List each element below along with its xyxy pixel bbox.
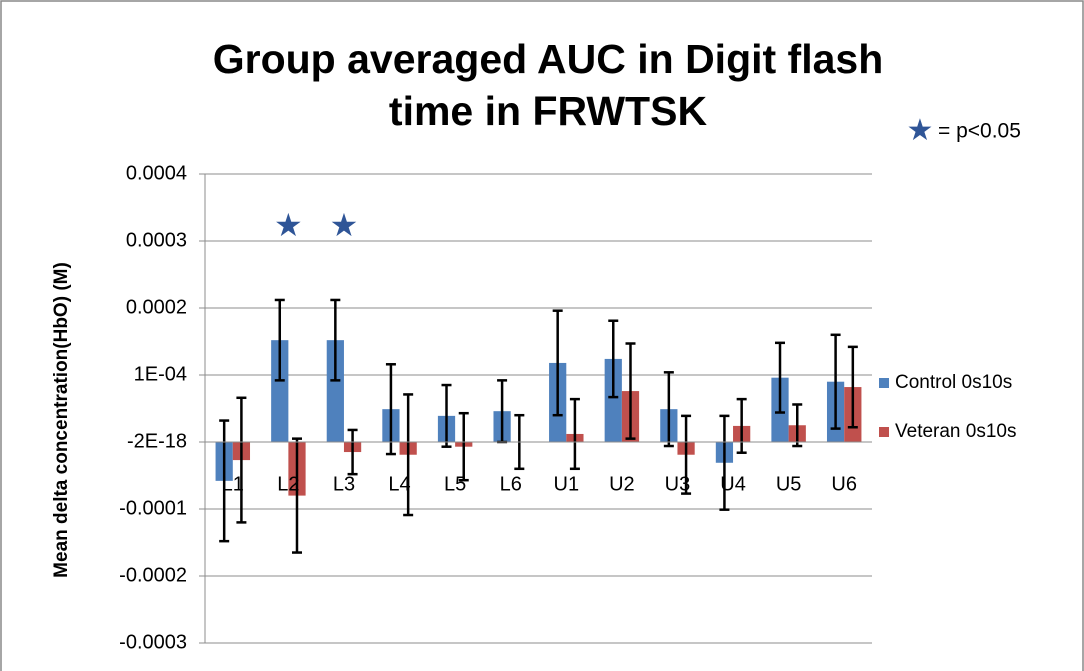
error-bar	[219, 419, 230, 543]
x-tick-label: U5	[776, 473, 802, 495]
significance-legend-star: ★	[907, 114, 934, 147]
error-bar	[274, 298, 285, 382]
error-bar	[552, 309, 563, 417]
x-tick-label: U1	[554, 473, 580, 495]
bar	[271, 340, 289, 442]
legend-swatch	[879, 378, 889, 388]
error-bar	[403, 393, 414, 517]
chart-title: Group averaged AUC in Digit flash time in…	[213, 36, 884, 134]
y-axis-label: Mean delta concentration(HbO) (M)	[51, 262, 72, 578]
y-tick-label: -2E-18	[127, 430, 187, 452]
error-bar	[847, 345, 858, 429]
error-bar	[719, 414, 730, 511]
x-tick-label: L5	[444, 473, 466, 495]
x-tick-label: U4	[720, 473, 746, 495]
error-bar	[830, 333, 841, 430]
y-tick-label: 0.0003	[126, 229, 187, 251]
error-bar	[236, 396, 247, 524]
error-bar	[347, 428, 358, 476]
y-tick-label: 0.0004	[126, 162, 187, 184]
bar	[604, 358, 622, 442]
x-tick-label: U2	[609, 473, 635, 495]
error-bar	[385, 363, 396, 456]
error-bar	[625, 342, 636, 440]
significance-star: ★	[274, 207, 303, 243]
y-tick-label: -0.0001	[119, 497, 187, 519]
x-tick-label: L2	[277, 473, 299, 495]
error-bar	[458, 411, 469, 482]
significance-legend-text: = p<0.05	[938, 120, 1021, 143]
y-tick-label: -0.0003	[119, 631, 187, 653]
error-bar	[441, 383, 452, 448]
x-tick-label: L4	[388, 473, 410, 495]
x-tick-label: U6	[831, 473, 857, 495]
y-tick-label: 1E-04	[134, 363, 187, 385]
bar	[326, 340, 344, 442]
error-bar	[291, 437, 302, 554]
error-bar	[569, 397, 580, 471]
error-bar	[775, 341, 786, 414]
x-tick-label: L6	[500, 473, 522, 495]
error-bar	[608, 319, 619, 399]
x-tick-label: L3	[333, 473, 355, 495]
x-tick-label: L1	[222, 473, 244, 495]
legend-label: Veteran 0s10s	[895, 421, 1016, 442]
x-tick-label: U3	[665, 473, 691, 495]
error-bar	[330, 298, 341, 382]
error-bar	[736, 397, 747, 454]
legend-label: Control 0s10s	[895, 372, 1012, 393]
y-tick-label: -0.0002	[119, 564, 187, 586]
error-bar	[663, 371, 674, 448]
y-tick-label: 0.0002	[126, 296, 187, 318]
significance-star: ★	[330, 207, 359, 243]
error-bar	[792, 403, 803, 448]
error-bar	[681, 414, 692, 495]
legend-swatch	[879, 427, 889, 437]
